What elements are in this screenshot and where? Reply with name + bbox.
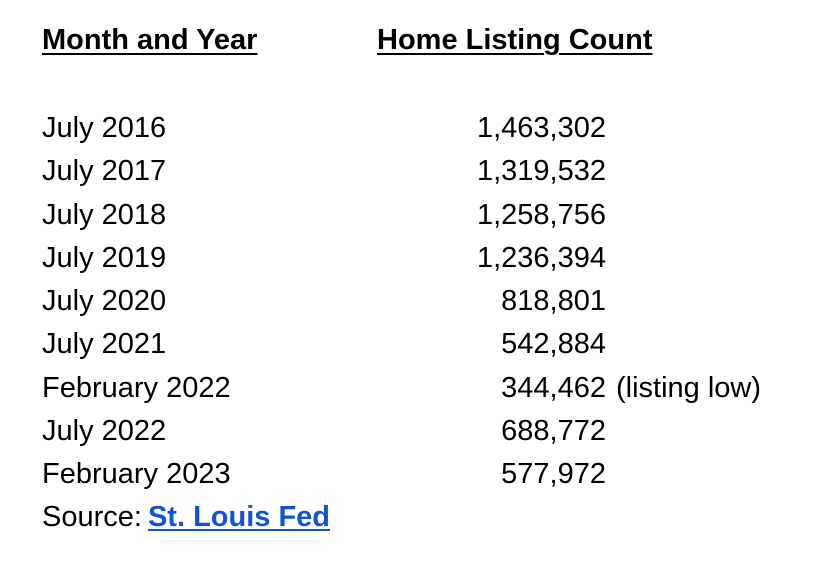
row-count: 818,801 (501, 285, 606, 318)
row-month: July 2018 (42, 198, 167, 231)
table-row: July 2021 542,884 (0, 323, 820, 366)
row-count: 1,236,394 (476, 241, 606, 274)
row-count: 344,462 (501, 371, 606, 404)
table-row: July 2017 1,319,532 (0, 150, 820, 193)
table-row: July 2020 818,801 (0, 280, 820, 323)
row-month: July 2022 (42, 415, 167, 448)
row-month: July 2020 (42, 285, 167, 318)
row-count: 1,463,302 (476, 112, 606, 144)
listing-table-body: July 2016 1,463,302 July 2017 1,319,532 … (0, 107, 820, 497)
source-link[interactable]: St. Louis Fed (147, 501, 331, 533)
row-month: July 2017 (42, 155, 167, 188)
table-row: July 2022 688,772 (0, 410, 820, 453)
row-note-listing-low: (listing low) (616, 371, 762, 404)
row-count: 688,772 (501, 415, 606, 448)
source-label: Source: (42, 501, 142, 533)
row-month: February 2022 (42, 371, 231, 404)
row-month: July 2019 (42, 241, 167, 274)
table-row: July 2016 1,463,302 (0, 107, 820, 150)
row-count: 542,884 (501, 328, 606, 361)
row-month: July 2021 (42, 328, 167, 361)
table-row: February 2023 577,972 (0, 453, 820, 496)
header-month-and-year: Month and Year (42, 24, 258, 56)
header-home-listing-count: Home Listing Count (377, 24, 653, 56)
row-count: 1,319,532 (476, 155, 606, 188)
source-line: Source: St. Louis Fed (42, 496, 330, 539)
row-count: 577,972 (501, 458, 606, 491)
table-row: February 2022 344,462 (listing low) (0, 367, 820, 410)
row-count: 1,258,756 (476, 198, 606, 231)
table-row: July 2018 1,258,756 (0, 194, 820, 237)
table-row: July 2019 1,236,394 (0, 237, 820, 280)
row-month: February 2023 (42, 458, 231, 491)
row-month: July 2016 (42, 112, 167, 144)
